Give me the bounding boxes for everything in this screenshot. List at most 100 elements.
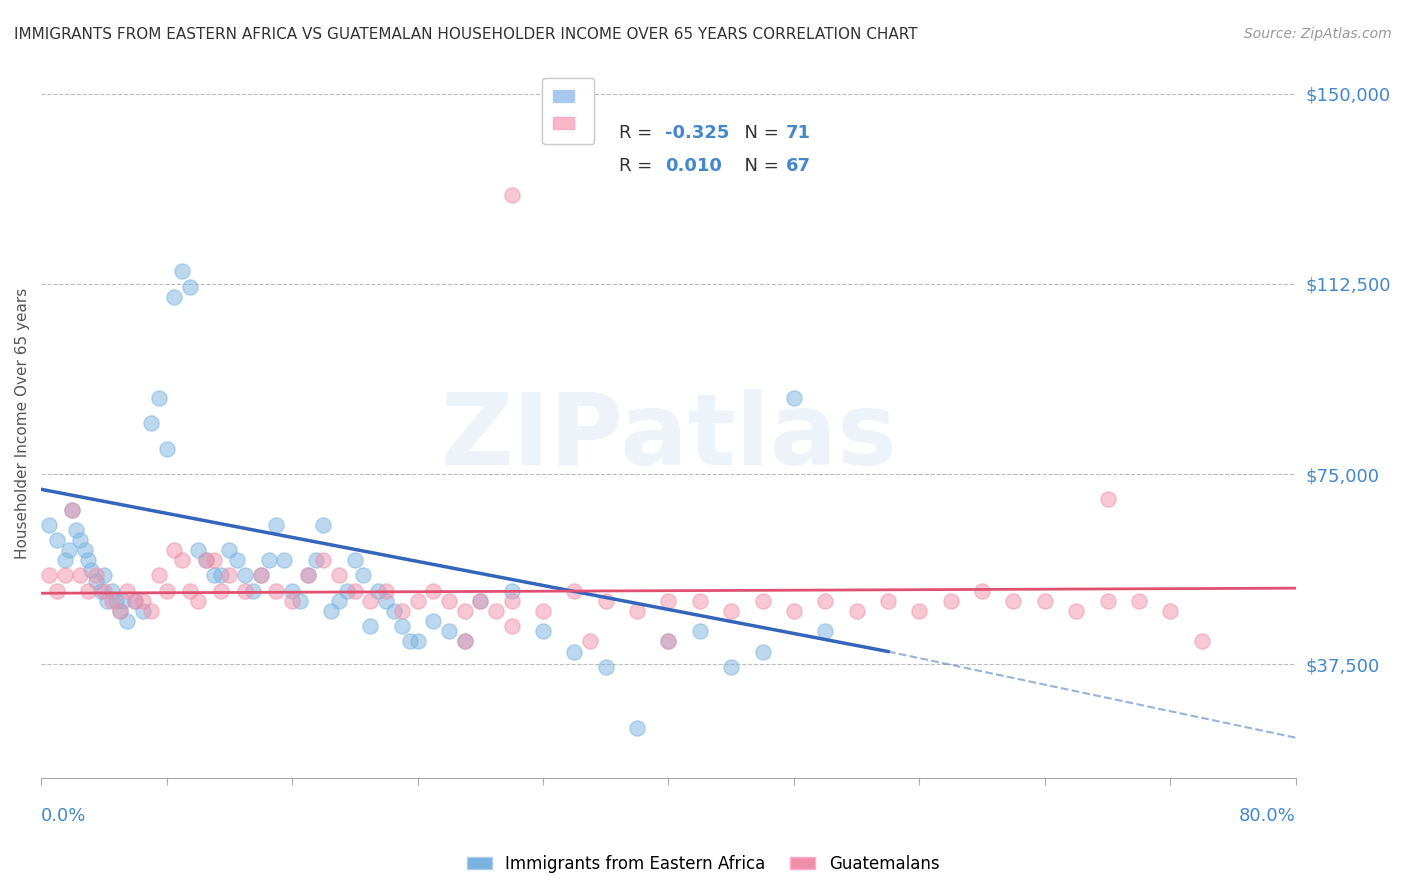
Point [972, 583, 994, 598]
Point [155, 442, 177, 456]
Point [38, 517, 60, 532]
Point [304, 553, 326, 567]
Point [281, 583, 304, 598]
Text: 0.010: 0.010 [665, 157, 723, 175]
Y-axis label: Householder Income Over 65 years: Householder Income Over 65 years [15, 288, 30, 559]
Point [187, 543, 209, 558]
Point [163, 543, 186, 558]
Point [100, 594, 122, 608]
Point [108, 604, 131, 618]
Point [218, 568, 240, 582]
Point [422, 583, 444, 598]
Point [328, 594, 350, 608]
Legend: , : , [541, 78, 595, 145]
Point [391, 604, 413, 618]
Point [1097, 492, 1119, 507]
Point [336, 583, 359, 598]
Point [382, 604, 405, 618]
Point [233, 568, 256, 582]
Point [845, 604, 868, 618]
Point [531, 604, 554, 618]
Point [273, 553, 295, 567]
Point [73, 543, 96, 558]
Point [179, 279, 201, 293]
Point [814, 624, 837, 639]
Point [375, 583, 398, 598]
Point [783, 604, 806, 618]
Point [80, 563, 103, 577]
Point [93, 583, 115, 598]
Point [132, 604, 155, 618]
Point [163, 290, 186, 304]
Point [406, 634, 429, 648]
Point [939, 594, 962, 608]
Point [233, 583, 256, 598]
Point [266, 517, 288, 532]
Point [117, 614, 139, 628]
Text: 67: 67 [786, 157, 811, 175]
Point [814, 594, 837, 608]
Point [69, 568, 91, 582]
Point [375, 594, 398, 608]
Point [501, 619, 523, 633]
Point [117, 583, 139, 598]
Legend: Immigrants from Eastern Africa, Guatemalans: Immigrants from Eastern Africa, Guatemal… [460, 848, 946, 880]
Point [579, 634, 602, 648]
Point [111, 594, 134, 608]
Point [1033, 594, 1056, 608]
Point [53, 568, 76, 582]
Point [105, 594, 128, 608]
Text: ZIPatlas: ZIPatlas [440, 389, 897, 486]
Point [249, 568, 271, 582]
Text: R =: R = [619, 124, 658, 142]
Point [343, 553, 366, 567]
Point [595, 659, 617, 673]
Point [96, 594, 118, 608]
Point [226, 553, 249, 567]
Point [266, 583, 288, 598]
Text: -0.325: -0.325 [665, 124, 730, 142]
Point [257, 553, 280, 567]
Point [657, 594, 679, 608]
Point [1002, 594, 1025, 608]
Point [470, 594, 492, 608]
Point [657, 634, 679, 648]
Point [501, 594, 523, 608]
Point [172, 264, 194, 278]
Point [453, 634, 475, 648]
Text: R =: R = [619, 157, 664, 175]
Point [62, 502, 84, 516]
Point [77, 583, 100, 598]
Point [297, 568, 319, 582]
Point [657, 634, 679, 648]
Point [562, 644, 585, 658]
Point [751, 644, 773, 658]
Point [720, 604, 742, 618]
Point [84, 574, 107, 588]
Point [562, 583, 585, 598]
Point [194, 553, 217, 567]
Text: Source: ZipAtlas.com: Source: ZipAtlas.com [1244, 27, 1392, 41]
Point [38, 568, 60, 582]
Point [391, 619, 413, 633]
Point [359, 594, 381, 608]
Point [124, 594, 146, 608]
Point [62, 502, 84, 516]
Point [45, 533, 67, 547]
Point [751, 594, 773, 608]
Point [720, 659, 742, 673]
Point [321, 604, 343, 618]
Point [93, 568, 115, 582]
Point [689, 594, 711, 608]
Point [1064, 604, 1087, 618]
Text: IMMIGRANTS FROM EASTERN AFRICA VS GUATEMALAN HOUSEHOLDER INCOME OVER 65 YEARS CO: IMMIGRANTS FROM EASTERN AFRICA VS GUATEM… [14, 27, 918, 42]
Text: N =: N = [733, 124, 785, 142]
Point [1191, 634, 1213, 648]
Point [626, 721, 648, 735]
Point [172, 553, 194, 567]
Point [398, 634, 420, 648]
Point [367, 583, 389, 598]
Point [179, 583, 201, 598]
Point [288, 594, 311, 608]
Point [877, 594, 900, 608]
